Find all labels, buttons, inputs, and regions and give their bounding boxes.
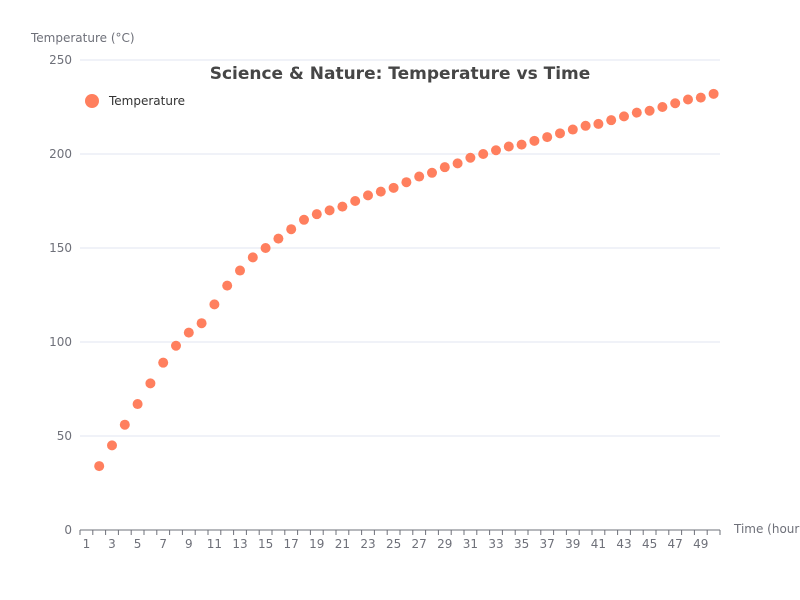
data-point[interactable] bbox=[119, 419, 130, 430]
y-tick-label: 50 bbox=[57, 429, 72, 443]
x-tick-label: 21 bbox=[335, 537, 350, 551]
data-point[interactable] bbox=[363, 190, 373, 201]
data-point[interactable] bbox=[644, 105, 655, 116]
data-point[interactable] bbox=[414, 171, 425, 182]
x-tick-label: 49 bbox=[693, 537, 708, 551]
x-tick-label: 37 bbox=[540, 537, 555, 551]
axes bbox=[79, 529, 721, 535]
data-point[interactable] bbox=[260, 243, 271, 253]
x-tick-label: 17 bbox=[284, 537, 299, 551]
data-point[interactable] bbox=[503, 141, 514, 152]
data-point[interactable] bbox=[670, 98, 681, 109]
data-point[interactable] bbox=[439, 162, 450, 173]
x-tick-label: 11 bbox=[207, 537, 222, 551]
data-point[interactable] bbox=[337, 201, 348, 212]
data-point[interactable] bbox=[657, 102, 668, 112]
data-point[interactable] bbox=[183, 327, 194, 338]
legend[interactable]: Temperature bbox=[85, 94, 185, 108]
x-tick-label: 3 bbox=[108, 537, 116, 551]
data-point[interactable] bbox=[145, 378, 156, 389]
data-point[interactable] bbox=[350, 196, 361, 206]
data-point[interactable] bbox=[158, 357, 169, 368]
data-point[interactable] bbox=[708, 88, 719, 99]
x-tick-label: 29 bbox=[437, 537, 452, 551]
x-tick-label: 39 bbox=[565, 537, 580, 551]
data-point[interactable] bbox=[388, 182, 399, 193]
data-point[interactable] bbox=[631, 107, 642, 118]
data-point[interactable] bbox=[375, 186, 386, 197]
x-tick-label: 35 bbox=[514, 537, 529, 551]
y-tick-label: 100 bbox=[49, 335, 72, 349]
x-tick-label: 27 bbox=[412, 537, 427, 551]
x-tick-label: 25 bbox=[386, 537, 401, 551]
data-point[interactable] bbox=[491, 145, 501, 156]
data-point[interactable] bbox=[324, 205, 335, 216]
data-point[interactable] bbox=[132, 399, 143, 410]
data-point[interactable] bbox=[273, 233, 284, 244]
x-tick-label: 1 bbox=[83, 537, 91, 551]
data-point[interactable] bbox=[209, 299, 220, 310]
x-tick-labels: 1 3 5 7 9 11 13 15 17 19 21 23 25 27 29 31 33 35 37 39 41 43 4… bbox=[83, 537, 709, 551]
y-tick-label: 200 bbox=[49, 147, 72, 161]
data-point[interactable] bbox=[695, 92, 706, 103]
data-point[interactable] bbox=[555, 128, 565, 139]
data-point[interactable] bbox=[427, 167, 437, 178]
x-tick-label: 33 bbox=[488, 537, 503, 551]
data-point[interactable] bbox=[235, 265, 245, 276]
data-point[interactable] bbox=[478, 149, 489, 159]
data-point[interactable] bbox=[222, 280, 233, 291]
data-point[interactable] bbox=[593, 118, 604, 129]
data-point[interactable] bbox=[311, 209, 322, 220]
data-point[interactable] bbox=[567, 124, 578, 135]
x-axis-title: Time (hours) bbox=[733, 522, 800, 536]
x-tick-label: 5 bbox=[134, 537, 142, 551]
data-point[interactable] bbox=[619, 111, 629, 122]
data-point[interactable] bbox=[606, 115, 617, 126]
data-point[interactable] bbox=[401, 177, 412, 188]
x-tick-label: 9 bbox=[185, 537, 193, 551]
x-tick-label: 41 bbox=[591, 537, 606, 551]
data-point[interactable] bbox=[452, 158, 463, 169]
data-points[interactable] bbox=[94, 88, 719, 472]
x-tick-label: 15 bbox=[258, 537, 273, 551]
data-point[interactable] bbox=[299, 214, 309, 225]
x-tick-label: 43 bbox=[616, 537, 631, 551]
chart-title: Science & Nature: Temperature vs Time bbox=[210, 64, 591, 84]
x-tick-label: 19 bbox=[309, 537, 324, 551]
y-tick-label: 150 bbox=[49, 241, 72, 255]
legend-label[interactable]: Temperature bbox=[108, 94, 185, 108]
data-point[interactable] bbox=[580, 120, 591, 131]
legend-marker[interactable] bbox=[85, 94, 99, 108]
data-point[interactable] bbox=[683, 94, 693, 105]
x-tick-label: 47 bbox=[668, 537, 683, 551]
data-point[interactable] bbox=[94, 461, 105, 472]
data-point[interactable] bbox=[171, 340, 181, 351]
data-point[interactable] bbox=[542, 132, 553, 143]
data-point[interactable] bbox=[247, 252, 258, 263]
data-point[interactable] bbox=[529, 135, 540, 146]
x-tick-label: 45 bbox=[642, 537, 657, 551]
y-tick-label: 0 bbox=[64, 523, 72, 537]
grid-lines bbox=[80, 59, 720, 437]
data-point[interactable] bbox=[516, 139, 527, 150]
y-tick-labels: 0 50 100 150 200 250 bbox=[49, 53, 72, 537]
data-point[interactable] bbox=[107, 440, 117, 451]
data-point[interactable] bbox=[196, 318, 207, 329]
x-tick-label: 13 bbox=[232, 537, 247, 551]
x-tick-label: 31 bbox=[463, 537, 478, 551]
x-tick-label: 23 bbox=[360, 537, 375, 551]
y-tick-label: 250 bbox=[49, 53, 72, 67]
y-axis-title: Temperature (°C) bbox=[30, 31, 135, 45]
data-point[interactable] bbox=[286, 224, 297, 235]
x-tick-label: 7 bbox=[159, 537, 167, 551]
data-point[interactable] bbox=[465, 152, 476, 163]
